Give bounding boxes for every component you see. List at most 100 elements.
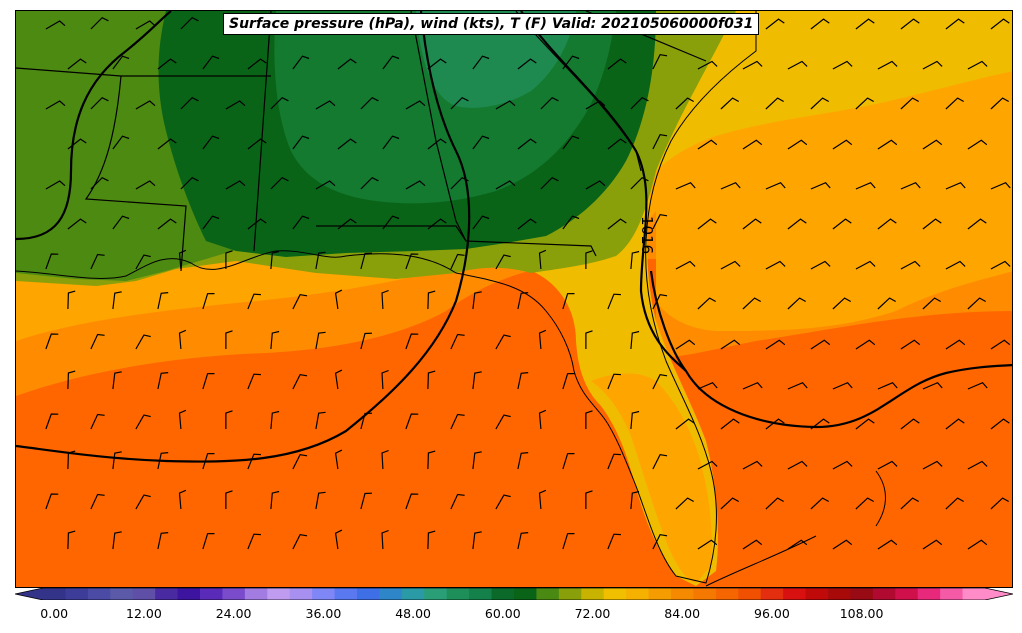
wind-barb [765,97,784,110]
wind-barb [675,497,694,510]
colorbar-tick-label: 108.00 [839,606,884,621]
colorbar-swatch [200,588,224,600]
wind-barb [67,450,76,470]
wind-barb [585,100,606,110]
wind-barb [67,58,87,70]
wind-barb [315,331,326,350]
colorbar-tick-label: 36.00 [305,606,342,621]
colorbar-swatch [783,588,807,600]
wind-barb [180,16,199,30]
wind-barb [292,454,308,470]
wind-barb [450,333,465,350]
wind-barb [877,460,898,470]
wind-barb [517,138,537,150]
wind-barb [45,253,59,270]
colorbar-swatch [715,588,739,600]
wind-barb [832,218,852,230]
wind-barb [720,497,739,510]
temperature-band-atlantic [656,116,1012,331]
wind-barb [315,411,326,430]
wind-barb [45,413,59,430]
wind-barb [562,453,575,470]
wind-barb [270,250,280,270]
wind-barb [202,293,215,310]
wind-barb [225,180,246,190]
wind-barb [157,452,169,470]
wind-barb [450,493,465,510]
wind-barb [247,138,267,150]
wind-barb [292,55,310,70]
wind-barb [675,418,695,430]
wind-barb [270,330,280,350]
wind-barb [787,460,808,470]
wind-barb [630,96,649,110]
wind-barb [450,176,469,190]
colorbar-swatch [334,588,358,600]
wind-barb [720,97,739,110]
wind-barb [675,181,696,190]
wind-barb [427,450,436,470]
wind-barb [585,410,593,429]
wind-barb [337,58,357,70]
colorbar-swatch [872,588,896,600]
wind-barb [832,539,853,550]
colorbar-swatch [940,588,964,600]
wind-barb [202,55,220,70]
wind-barb [337,218,357,230]
colorbar-swatch [222,588,246,600]
wind-barb [652,294,668,310]
wind-barb [382,215,400,230]
wind-barb [225,410,233,429]
wind-barb [967,539,988,550]
wind-barb [742,60,763,70]
wind-barb [787,297,806,310]
wind-barb [787,381,808,390]
colorbar-swatch [65,588,89,600]
wind-barb [112,135,130,150]
wind-barb [855,418,875,430]
wind-barb [922,218,942,230]
wind-barb [112,55,130,70]
wind-barb [540,176,559,190]
wind-barb [157,58,177,70]
wind-barb [135,100,156,110]
wind-barb [427,370,436,390]
wind-barb [630,176,649,190]
wind-barb [990,260,1011,270]
wind-barb [967,218,987,230]
wind-barb [202,453,215,470]
wind-barb [742,297,761,310]
wind-barb [292,534,308,550]
wind-barb [832,381,853,390]
wind-barb [178,489,187,510]
wind-barb [225,330,233,349]
wind-barb [720,181,741,190]
wind-barb [585,330,593,349]
wind-barb [517,292,529,310]
wind-barb [90,493,105,510]
wind-barb [450,413,465,430]
wind-barb [90,16,109,30]
wind-barb [472,215,490,230]
wind-barb [90,96,109,110]
colorbar-swatch [446,588,470,600]
wind-barb [427,530,436,550]
wind-barb [675,97,694,110]
isobar-west [16,11,172,241]
wind-barb [472,531,482,550]
wind-barb [360,96,379,110]
wind-barb [270,490,280,510]
colorbar-tick-label: 96.00 [753,606,790,621]
colorbar-tick-label: 60.00 [484,606,521,621]
wind-barb [517,532,529,550]
wind-barb [381,529,389,550]
colorbar-swatch [289,588,313,600]
wind-barb [855,497,874,510]
wind-barb [315,180,336,190]
wind-barb [337,138,357,150]
wind-barb [517,218,537,230]
wind-barb [360,492,373,510]
wind-barb [180,96,199,110]
wind-barb [877,218,897,230]
wind-barb [334,369,343,390]
